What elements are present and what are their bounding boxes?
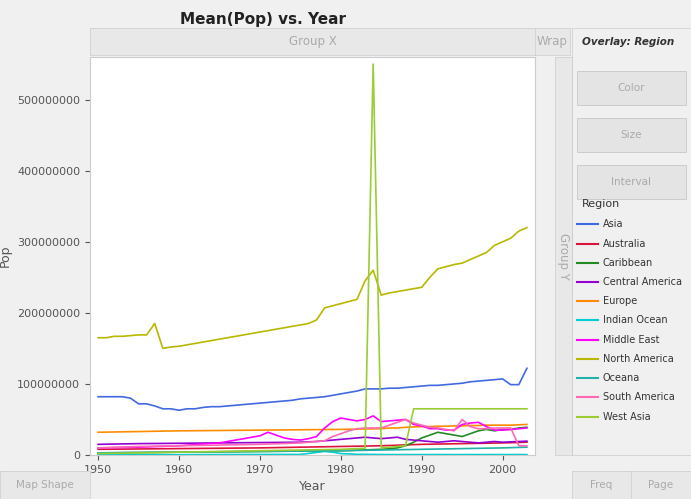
FancyBboxPatch shape [577,165,686,199]
Text: Australia: Australia [603,239,646,249]
Y-axis label: Pop: Pop [0,245,12,267]
X-axis label: Year: Year [299,480,326,494]
Text: Wrap: Wrap [537,35,568,48]
Text: Color: Color [618,83,645,93]
Text: Asia: Asia [603,220,623,230]
Text: Page: Page [648,480,674,490]
Text: Central America: Central America [603,277,682,287]
FancyBboxPatch shape [577,71,686,105]
Text: Group X: Group X [289,35,337,48]
Text: Mean(Pop) vs. Year: Mean(Pop) vs. Year [180,12,346,27]
Text: Overlay: Region: Overlay: Region [582,36,674,46]
Text: South America: South America [603,392,674,402]
Text: Caribbean: Caribbean [603,258,653,268]
Text: Europe: Europe [603,296,637,306]
Text: Map Shape: Map Shape [16,480,74,490]
Text: Size: Size [621,130,642,140]
Text: Interval: Interval [612,177,652,187]
Text: Middle East: Middle East [603,335,659,345]
Text: Region: Region [582,199,620,209]
Text: West Asia: West Asia [603,412,650,422]
Text: Oceana: Oceana [603,373,640,383]
Text: Indian Ocean: Indian Ocean [603,315,668,325]
Text: North America: North America [603,354,674,364]
Text: Group Y: Group Y [557,233,570,279]
Text: Freq: Freq [590,480,613,490]
FancyBboxPatch shape [577,118,686,152]
